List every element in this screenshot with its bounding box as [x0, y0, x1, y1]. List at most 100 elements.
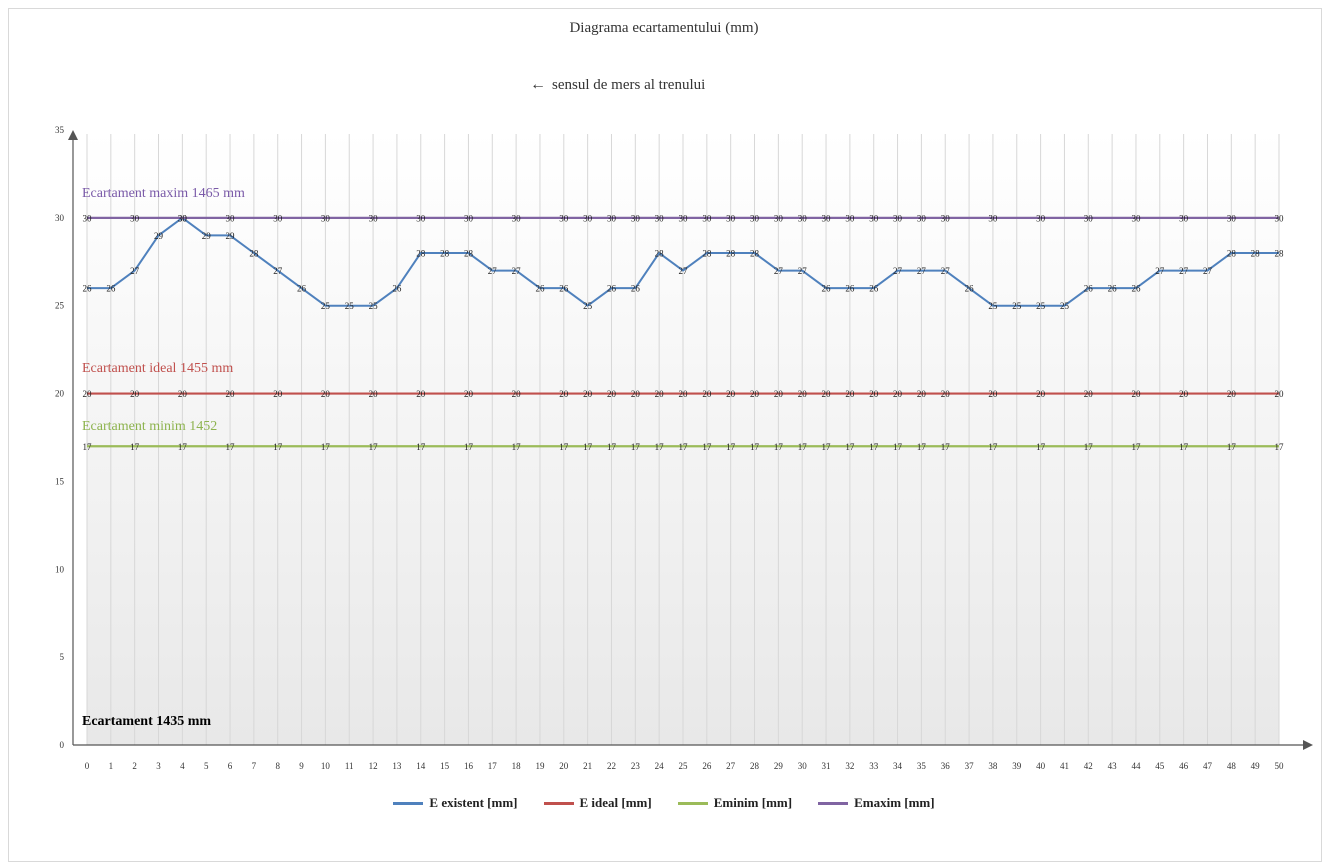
data-label: 27: [917, 266, 927, 276]
data-label: 28: [440, 249, 450, 259]
data-label: 20: [988, 389, 998, 399]
legend-label: E existent [mm]: [429, 795, 518, 810]
data-label: 20: [1036, 389, 1046, 399]
data-label: 25: [583, 301, 593, 311]
x-tick-label: 20: [559, 761, 569, 771]
x-tick-label: 1: [109, 761, 114, 771]
data-label: 20: [1084, 389, 1094, 399]
data-label: 28: [655, 249, 665, 259]
data-label: 28: [416, 249, 426, 259]
data-label: 17: [1179, 442, 1189, 452]
data-label: 17: [226, 442, 236, 452]
x-tick-label: 0: [85, 761, 90, 771]
data-label: 26: [965, 284, 975, 294]
x-tick-label: 2: [132, 761, 137, 771]
data-label: 25: [988, 301, 998, 311]
data-label: 20: [464, 389, 474, 399]
data-label: 26: [83, 284, 93, 294]
data-label: 17: [321, 442, 331, 452]
data-label: 28: [750, 249, 760, 259]
data-label: 27: [941, 266, 951, 276]
data-label: 26: [106, 284, 116, 294]
annotation-min: Ecartament minim 1452: [82, 419, 218, 434]
direction-note: ← sensul de mers al trenului: [530, 76, 705, 94]
data-label: 20: [798, 389, 808, 399]
arrow-left-icon: ←: [530, 76, 546, 93]
data-label: 17: [583, 442, 593, 452]
data-label: 30: [726, 213, 736, 223]
data-label: 27: [774, 266, 784, 276]
x-tick-label: 13: [392, 761, 402, 771]
x-tick-label: 27: [726, 761, 736, 771]
data-label: 17: [1275, 442, 1285, 452]
y-axis-arrow-icon: [68, 130, 78, 140]
data-label: 30: [607, 213, 617, 223]
data-label: 20: [1131, 389, 1141, 399]
data-label: 27: [893, 266, 903, 276]
data-label: 17: [273, 442, 283, 452]
data-label: 17: [750, 442, 760, 452]
data-label: 17: [893, 442, 903, 452]
data-label: 29: [154, 231, 164, 241]
data-label: 20: [583, 389, 593, 399]
data-label: 20: [679, 389, 689, 399]
data-label: 26: [845, 284, 855, 294]
data-label: 17: [655, 442, 665, 452]
data-label: 28: [249, 249, 259, 259]
data-label: 30: [83, 213, 93, 223]
data-label: 20: [512, 389, 522, 399]
x-tick-label: 16: [464, 761, 474, 771]
data-label: 20: [321, 389, 331, 399]
x-tick-label: 6: [228, 761, 233, 771]
legend-label: E ideal [mm]: [579, 795, 652, 810]
data-label: 30: [1227, 213, 1237, 223]
data-label: 26: [822, 284, 832, 294]
x-tick-label: 46: [1179, 761, 1189, 771]
data-label: 20: [726, 389, 736, 399]
data-label: 30: [226, 213, 236, 223]
data-label: 26: [392, 284, 402, 294]
x-tick-label: 40: [1036, 761, 1046, 771]
data-label: 17: [631, 442, 641, 452]
y-tick-label: 0: [60, 740, 65, 750]
x-tick-label: 25: [679, 761, 689, 771]
legend-label: Emaxim [mm]: [854, 795, 935, 810]
data-label: 30: [655, 213, 665, 223]
data-label: 26: [559, 284, 569, 294]
data-label: 26: [607, 284, 617, 294]
chart-legend: E existent [mm] E ideal [mm] Eminim [mm] Em…: [0, 795, 1328, 811]
data-label: 27: [130, 266, 140, 276]
data-label: 29: [202, 231, 212, 241]
direction-text: sensul de mers al trenului: [552, 76, 706, 93]
data-label: 27: [679, 266, 689, 276]
x-tick-label: 39: [1012, 761, 1022, 771]
y-tick-label: 25: [55, 301, 65, 311]
x-tick-label: 22: [607, 761, 616, 771]
data-label: 30: [750, 213, 760, 223]
data-label: 25: [1060, 301, 1070, 311]
data-label: 17: [869, 442, 879, 452]
data-label: 20: [130, 389, 140, 399]
legend-item: E existent [mm]: [393, 795, 518, 811]
data-label: 20: [822, 389, 832, 399]
data-label: 30: [917, 213, 927, 223]
data-label: 30: [1131, 213, 1141, 223]
data-label: 30: [702, 213, 712, 223]
data-label: 17: [130, 442, 140, 452]
x-tick-label: 30: [798, 761, 808, 771]
data-label: 20: [369, 389, 379, 399]
data-label: 20: [1275, 389, 1285, 399]
data-label: 27: [1203, 266, 1213, 276]
data-label: 17: [702, 442, 712, 452]
data-label: 30: [130, 213, 140, 223]
legend-item: E ideal [mm]: [543, 795, 652, 811]
legend-label: Eminim [mm]: [713, 795, 793, 810]
x-tick-label: 33: [869, 761, 879, 771]
data-label: 30: [941, 213, 951, 223]
data-label: 30: [774, 213, 784, 223]
data-label: 20: [845, 389, 855, 399]
y-tick-label: 30: [55, 213, 65, 223]
data-label: 20: [1227, 389, 1237, 399]
data-label: 30: [1036, 213, 1046, 223]
